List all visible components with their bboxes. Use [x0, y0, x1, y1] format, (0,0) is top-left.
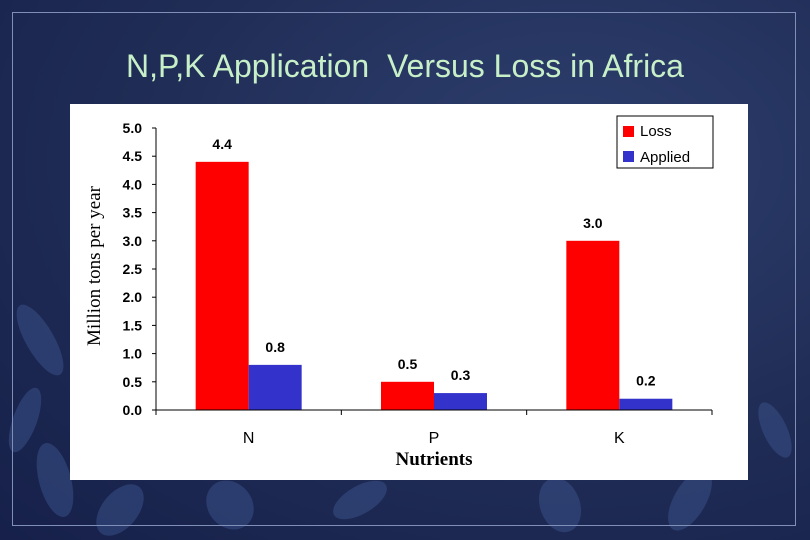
bar-chart: 4.4 0.8 0.5 0.3 3.0 0.2 0.0 0.5 1.0 1.5 2.0 2.5 3.0…: [84, 115, 714, 470]
bar-applied-k: [619, 398, 673, 410]
y-axis-title: Million tons per year: [84, 185, 105, 346]
legend-label-applied: Applied: [640, 149, 690, 166]
y-tick-label: 3.0: [123, 233, 143, 249]
x-axis-title: Nutrients: [395, 449, 472, 470]
bar-applied-n: [248, 364, 302, 410]
data-label-applied-p: 0.3: [451, 367, 471, 383]
y-tick-label: 4.5: [123, 148, 143, 164]
data-label-loss-k: 3.0: [583, 215, 603, 231]
y-tick-label: 1.0: [123, 346, 143, 362]
legend-swatch-applied: [623, 151, 634, 162]
y-tick-label: 5.0: [123, 120, 143, 136]
x-category-label-p: P: [429, 430, 440, 447]
data-label-loss-p: 0.5: [398, 356, 418, 372]
slide-frame: [12, 12, 796, 526]
bar-loss-n: [195, 161, 249, 410]
y-tick-label: 0.0: [123, 402, 143, 418]
y-tick-label: 4.0: [123, 176, 143, 192]
x-category-label-n: N: [243, 430, 255, 447]
chart-panel: 4.4 0.8 0.5 0.3 3.0 0.2 0.0 0.5 1.0 1.5 2.0 2.5 3.0…: [70, 104, 748, 480]
x-category-label-k: K: [614, 430, 625, 447]
data-label-applied-n: 0.8: [265, 339, 285, 355]
data-label-loss-n: 4.4: [212, 136, 232, 152]
y-tick-label: 0.5: [123, 374, 143, 390]
bar-applied-p: [434, 393, 487, 410]
legend-swatch-loss: [623, 126, 634, 137]
y-tick-label: 1.5: [123, 317, 143, 333]
slide-title: N,P,K Application Versus Loss in Africa: [126, 48, 684, 84]
data-label-applied-k: 0.2: [636, 373, 656, 389]
y-tick-label: 3.5: [123, 205, 143, 221]
legend: Loss Applied: [616, 115, 714, 169]
bar-loss-k: [566, 240, 620, 410]
y-tick-label: 2.5: [123, 261, 143, 277]
bar-loss-p: [381, 381, 434, 410]
y-tick-label: 2.0: [123, 289, 143, 305]
legend-label-loss: Loss: [640, 123, 672, 140]
